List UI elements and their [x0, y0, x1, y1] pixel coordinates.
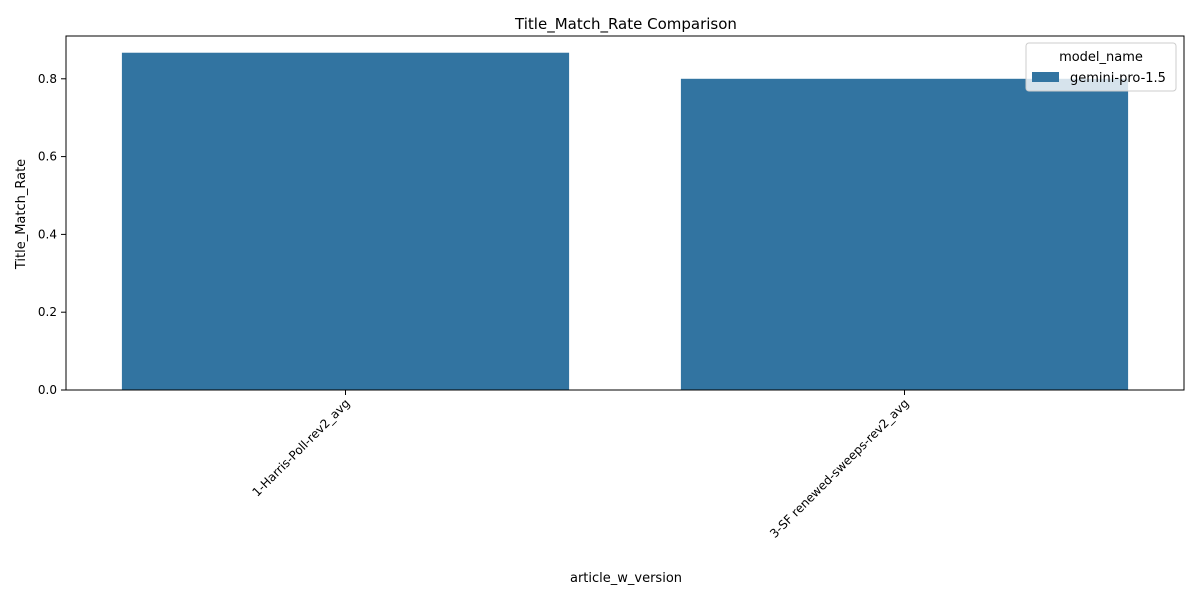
legend-title: model_name — [1059, 50, 1143, 65]
legend-label: gemini-pro-1.5 — [1070, 71, 1166, 86]
x-tick-label: 1-Harris-Poll-rev2_avg — [249, 396, 352, 499]
legend-items: gemini-pro-1.5 — [1032, 71, 1166, 86]
bars-group — [121, 52, 1129, 391]
y-tick-label: 0.8 — [38, 72, 57, 86]
chart-title: Title_Match_Rate Comparison — [514, 15, 737, 34]
y-tick-label: 0.0 — [38, 383, 57, 397]
legend: model_name gemini-pro-1.5 — [1025, 42, 1177, 92]
y-tick-label: 0.4 — [38, 227, 57, 241]
legend-box — [1025, 42, 1177, 92]
legend-swatch — [1032, 72, 1059, 82]
bar — [680, 78, 1129, 391]
x-axis: 1-Harris-Poll-rev2_avg 3-SF renewed-sweep… — [249, 390, 912, 541]
plot-frame — [65, 35, 1185, 391]
x-axis-label: article_w_version — [570, 571, 682, 586]
y-axis-label: Title_Match_Rate — [14, 159, 29, 270]
y-axis: 0.0 0.2 0.4 0.6 0.8 — [38, 72, 66, 397]
y-tick-label: 0.2 — [38, 305, 57, 319]
y-tick-label: 0.6 — [38, 150, 57, 164]
x-tick-label: 3-SF renewed-sweeps-rev2_avg — [767, 396, 912, 541]
bar — [121, 52, 570, 390]
